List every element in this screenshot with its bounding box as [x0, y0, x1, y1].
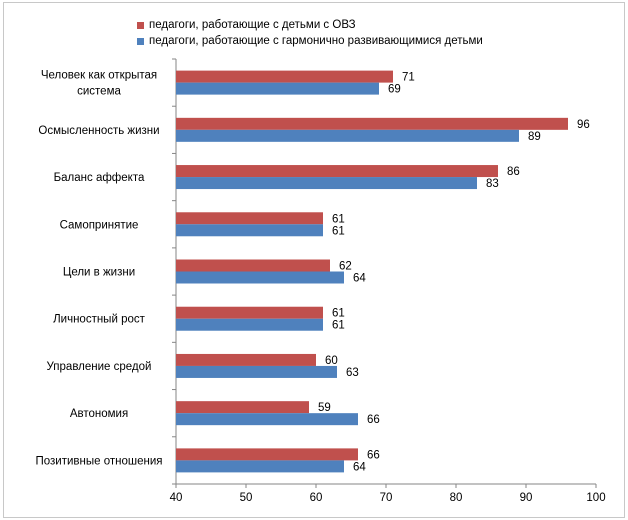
legend-label-ovz: педагоги, работающие с детьми с ОВЗ	[149, 19, 356, 31]
chart-frame: педагоги, работающие с детьми с ОВЗ педа…	[3, 2, 625, 518]
x-tick-label: 40	[170, 492, 183, 504]
bar-harmonious	[176, 318, 323, 331]
bar-harmonious	[176, 224, 323, 237]
bar-ovz	[176, 448, 358, 461]
bar-ovz	[176, 259, 330, 272]
category-label: Осмысленность жизни	[38, 125, 159, 137]
category-label: система	[77, 86, 121, 98]
legend-item-harmonious: педагоги, работающие с гармонично развив…	[137, 35, 483, 47]
data-label: 89	[528, 131, 541, 143]
x-tick-label: 60	[310, 492, 323, 504]
bar-harmonious	[176, 177, 477, 190]
bar-ovz	[176, 117, 568, 130]
bar-harmonious	[176, 413, 358, 426]
x-tick-label: 50	[240, 492, 253, 504]
bar-harmonious	[176, 460, 344, 473]
legend-swatch-harmonious	[137, 37, 144, 45]
x-tick-label: 100	[586, 492, 605, 504]
bar-harmonious	[176, 82, 379, 95]
bar-ovz	[176, 401, 309, 414]
x-tick-label: 80	[450, 492, 463, 504]
category-label: Автономия	[70, 408, 128, 420]
bar-harmonious	[176, 129, 519, 142]
data-label: 60	[325, 355, 338, 367]
category-label: Человек как открытая	[41, 70, 157, 82]
data-label: 83	[486, 178, 499, 190]
data-label: 66	[367, 414, 380, 426]
category-label: Личностный рост	[53, 314, 146, 326]
category-label: Баланс аффекта	[54, 172, 145, 184]
category-label: Позитивные отношения	[35, 455, 162, 467]
data-label: 86	[507, 166, 520, 178]
category-label: Цели в жизни	[63, 267, 135, 279]
data-label: 64	[353, 273, 366, 285]
data-label: 96	[577, 119, 590, 131]
category-label: Самопринятие	[60, 219, 139, 231]
legend-swatch-ovz	[137, 21, 144, 29]
data-label: 61	[332, 308, 345, 320]
category-label: Управление средой	[47, 361, 152, 373]
bar-ovz	[176, 306, 323, 319]
x-tick-label: 70	[380, 492, 393, 504]
data-label: 61	[332, 320, 345, 332]
data-label: 63	[346, 367, 359, 379]
data-label: 66	[367, 449, 380, 461]
data-label: 69	[388, 84, 401, 96]
data-label: 71	[402, 72, 415, 84]
data-label: 64	[353, 461, 366, 473]
data-label: 61	[332, 225, 345, 237]
bar-ovz	[176, 353, 316, 366]
data-label: 61	[332, 213, 345, 225]
bar-ovz	[176, 70, 393, 83]
x-tick-label: 90	[520, 492, 533, 504]
legend-label-harmonious: педагоги, работающие с гармонично развив…	[149, 35, 483, 47]
bar-ovz	[176, 165, 498, 178]
bar-harmonious	[176, 365, 337, 378]
bar-ovz	[176, 212, 323, 225]
legend-item-ovz: педагоги, работающие с детьми с ОВЗ	[137, 19, 356, 31]
bar-harmonious	[176, 271, 344, 284]
data-label: 59	[318, 402, 331, 414]
data-label: 62	[339, 261, 352, 273]
